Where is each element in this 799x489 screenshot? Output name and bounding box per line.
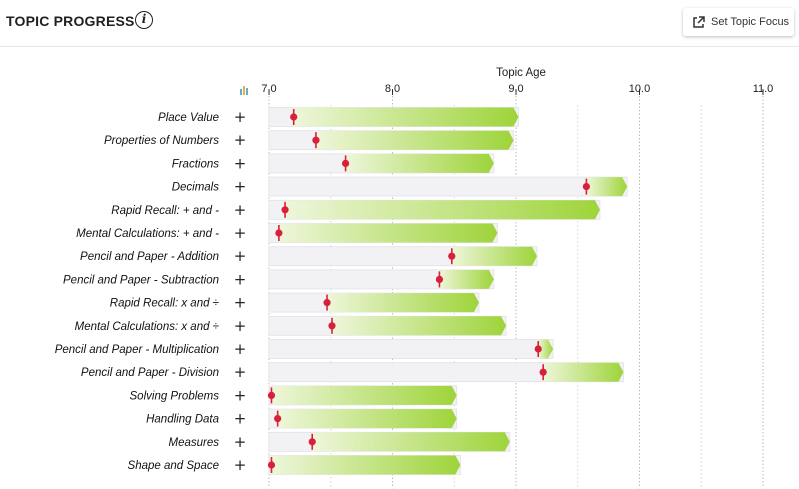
expand-plus-icon[interactable]: + [234, 201, 247, 219]
bar-track [268, 339, 554, 359]
current-age-marker[interactable] [267, 461, 276, 469]
expand-plus-icon[interactable]: + [234, 386, 247, 404]
topic-label: Mental Calculations: + and - [76, 228, 219, 240]
progress-bar[interactable] [293, 107, 519, 127]
progress-bar[interactable] [451, 246, 537, 266]
current-age-marker[interactable] [274, 415, 282, 423]
topic-label: Rapid Recall: x and ÷ [110, 298, 220, 310]
topic-label: Fractions [172, 158, 220, 170]
topic-label: Measures [169, 437, 220, 449]
current-age-marker[interactable] [312, 136, 320, 144]
page-title: TOPIC PROGRESS [6, 13, 135, 29]
info-icon[interactable]: i [135, 11, 153, 29]
topic-row: Mental Calculations: x and ÷ + [75, 315, 507, 336]
topic-label: Place Value [158, 112, 219, 124]
expand-plus-icon[interactable]: + [234, 410, 247, 428]
expand-plus-icon[interactable]: + [234, 340, 247, 358]
topic-progress-chart: Topic Age 7.0 8.0 9.0 10.0 11.0 Place Value +… [55, 67, 774, 489]
expand-plus-icon[interactable]: + [234, 294, 247, 312]
bar-track [268, 176, 628, 197]
topic-label: Rapid Recall: + and - [111, 205, 219, 217]
topic-row: Shape and Space + [128, 455, 461, 475]
current-age-marker[interactable] [323, 299, 331, 307]
progress-bar[interactable] [543, 362, 624, 382]
x-tick-label: 11.0 [753, 83, 774, 95]
topic-row: Properties of Numbers + [104, 130, 514, 151]
set-topic-focus-button[interactable]: Set Topic Focus [683, 8, 794, 36]
topic-label: Shape and Space [128, 460, 219, 472]
progress-bar[interactable] [439, 269, 494, 289]
topic-row: Fractions + [172, 153, 495, 174]
progress-bar[interactable] [315, 130, 514, 150]
topic-row: Solving Problems + [130, 385, 458, 406]
sort-icon[interactable] [240, 86, 248, 95]
current-age-marker[interactable] [534, 345, 542, 353]
current-age-marker[interactable] [267, 391, 276, 399]
current-age-marker[interactable] [275, 229, 283, 237]
topic-row: Handling Data + [146, 408, 458, 429]
topic-row: Place Value + [158, 107, 519, 127]
progress-bar[interactable] [277, 409, 457, 429]
x-tick-label: 10.0 [629, 83, 650, 95]
current-age-marker[interactable] [435, 275, 444, 283]
topic-row: Rapid Recall: + and - + [111, 199, 601, 220]
progress-bar[interactable] [327, 293, 479, 313]
current-age-marker[interactable] [448, 252, 456, 260]
progress-bar[interactable] [586, 177, 628, 197]
topic-label: Pencil and Paper - Subtraction [63, 274, 219, 286]
header-bar: TOPIC PROGRESS i Set Topic Focus [0, 0, 799, 47]
current-age-marker[interactable] [290, 113, 298, 121]
current-age-marker[interactable] [281, 206, 289, 214]
bar-track [268, 269, 495, 290]
expand-plus-icon[interactable]: + [234, 178, 247, 196]
topic-row: Decimals + [172, 176, 628, 197]
progress-bar[interactable] [278, 223, 498, 243]
expand-plus-icon[interactable]: + [234, 433, 247, 451]
expand-plus-icon[interactable]: + [234, 247, 247, 265]
topic-label: Pencil and Paper - Multiplication [55, 344, 219, 356]
current-age-marker[interactable] [308, 438, 316, 446]
x-axis-title: Topic Age [496, 67, 546, 79]
current-age-marker[interactable] [341, 159, 350, 167]
x-tick-label: 8.0 [385, 83, 400, 95]
current-age-marker[interactable] [328, 322, 336, 330]
topic-label: Solving Problems [130, 390, 220, 402]
topic-row: Rapid Recall: x and ÷ + [110, 292, 480, 313]
topic-row: Pencil and Paper - Division + [81, 362, 624, 383]
current-age-marker[interactable] [582, 183, 590, 191]
topic-row: Pencil and Paper - Subtraction + [63, 269, 495, 290]
progress-bar[interactable] [271, 385, 457, 405]
x-tick-label: 7.0 [261, 83, 276, 95]
topic-label: Pencil and Paper - Division [81, 367, 219, 379]
topic-label: Mental Calculations: x and ÷ [75, 321, 220, 333]
expand-plus-icon[interactable]: + [234, 317, 247, 335]
topic-row: Measures + [169, 431, 511, 452]
x-tick-label: 9.0 [508, 83, 523, 95]
topic-row: Pencil and Paper - Addition + [80, 246, 538, 267]
current-age-marker[interactable] [539, 368, 547, 376]
topic-label: Handling Data [146, 414, 219, 426]
progress-bar[interactable] [345, 153, 494, 173]
expand-plus-icon[interactable]: + [234, 108, 247, 126]
progress-bar[interactable] [285, 200, 600, 220]
topic-label: Decimals [172, 182, 220, 194]
set-topic-focus-label: Set Topic Focus [711, 16, 790, 28]
expand-plus-icon[interactable]: + [234, 270, 247, 288]
external-link-icon [693, 15, 705, 28]
expand-plus-icon[interactable]: + [234, 154, 247, 172]
topic-label: Pencil and Paper - Addition [80, 251, 219, 263]
expand-plus-icon[interactable]: + [234, 131, 247, 149]
expand-plus-icon[interactable]: + [234, 224, 247, 242]
progress-bar[interactable] [331, 316, 507, 336]
progress-bar[interactable] [538, 339, 554, 359]
expand-plus-icon[interactable]: + [234, 456, 247, 474]
expand-plus-icon[interactable]: + [234, 363, 247, 381]
topic-label: Properties of Numbers [104, 135, 219, 147]
topic-row: Pencil and Paper - Multiplication + [55, 339, 554, 359]
progress-bar[interactable] [312, 432, 510, 452]
topic-row: Mental Calculations: + and - + [76, 223, 498, 243]
progress-bar[interactable] [271, 455, 461, 475]
